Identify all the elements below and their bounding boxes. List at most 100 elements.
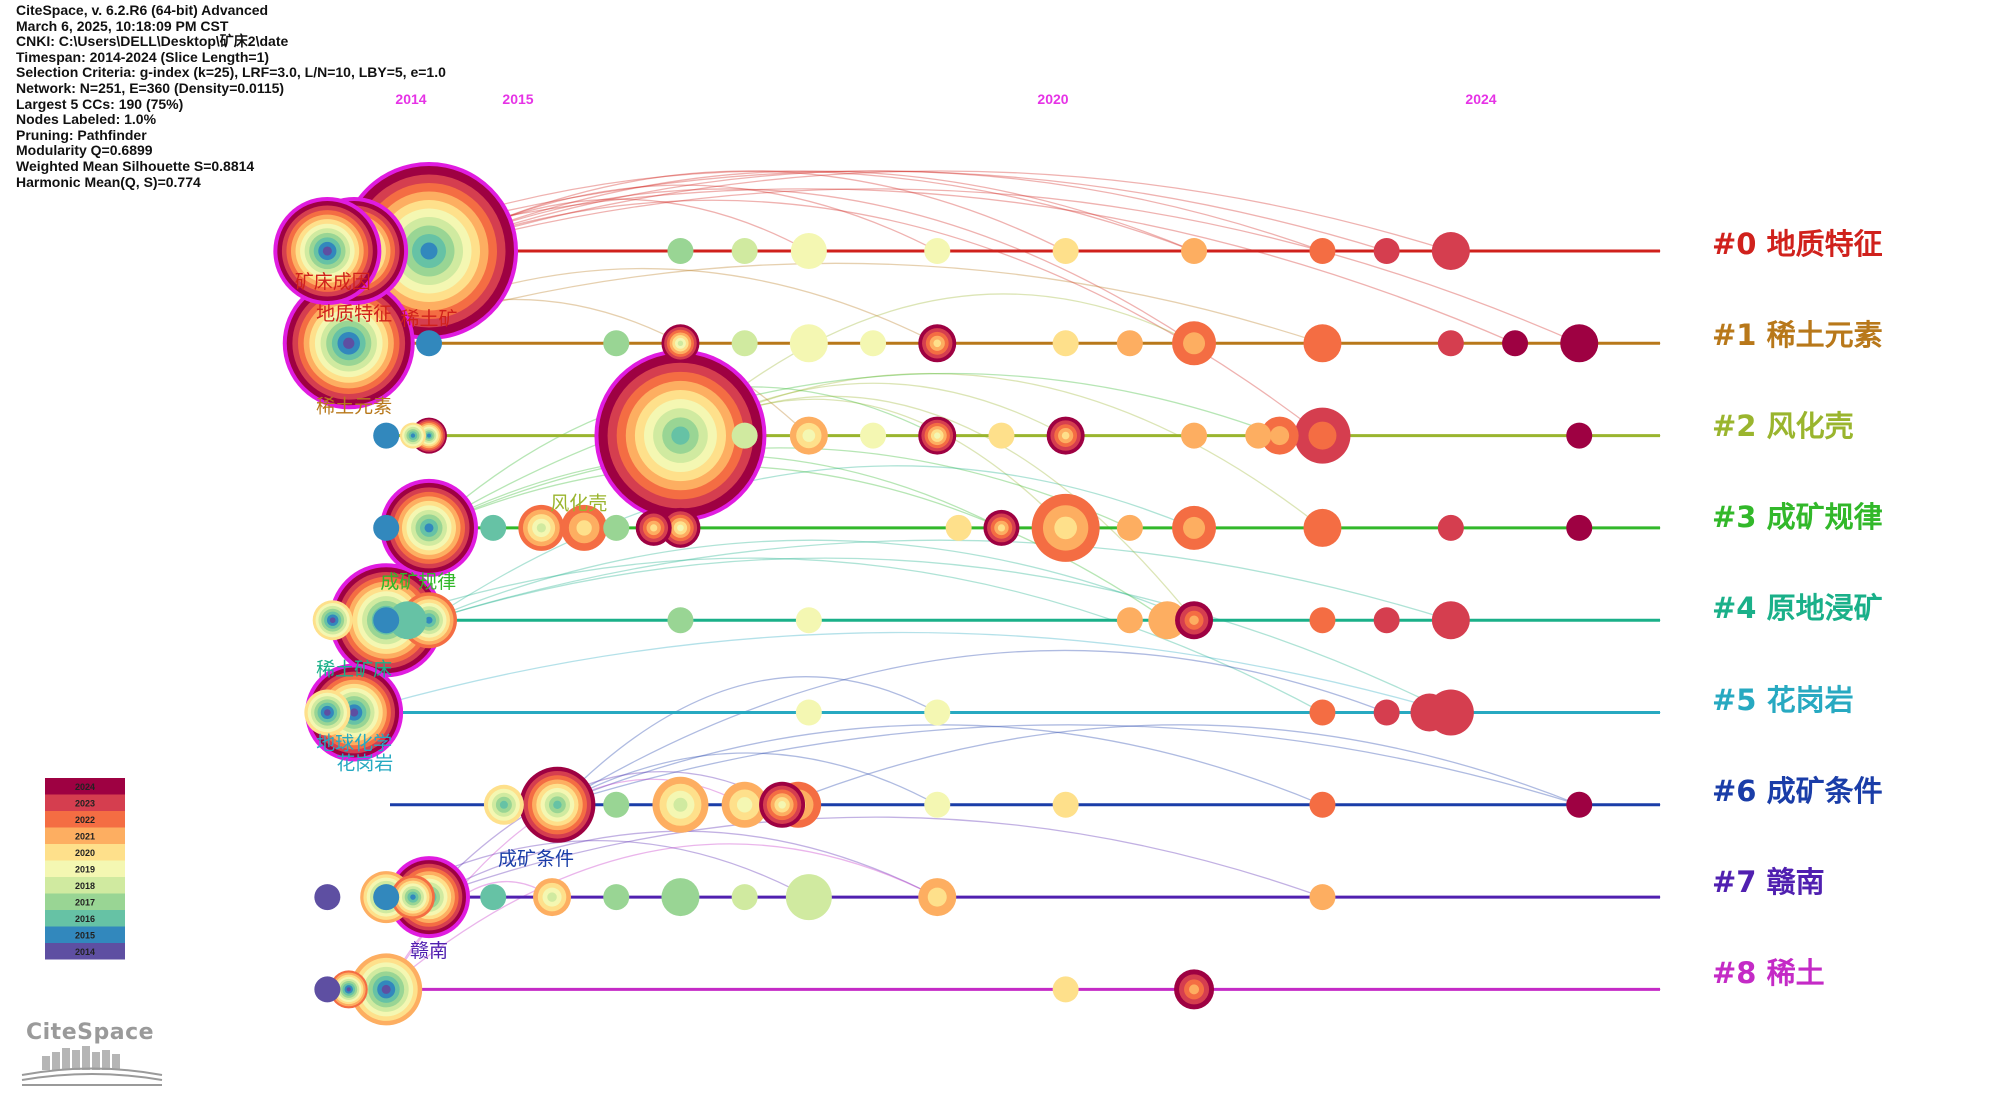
keyword-node[interactable] (924, 238, 951, 264)
keyword-node[interactable] (924, 791, 951, 818)
keyword-node[interactable] (480, 514, 507, 541)
keyword-node[interactable] (416, 330, 442, 357)
cluster-label-8[interactable]: #8 稀土 (1712, 950, 1825, 992)
keyword-node[interactable] (924, 699, 951, 726)
keyword-node[interactable] (759, 781, 806, 828)
keyword-node[interactable] (1175, 601, 1214, 640)
keyword-node[interactable] (1373, 699, 1400, 726)
keyword-node[interactable] (1172, 321, 1217, 366)
keyword-node[interactable] (1116, 607, 1143, 634)
keyword-node[interactable] (789, 324, 828, 363)
keyword-node[interactable] (983, 509, 1020, 546)
keyword-node[interactable] (785, 874, 832, 921)
keyword-node[interactable] (1431, 601, 1470, 640)
keyword-node[interactable] (1181, 422, 1208, 449)
keyword-node[interactable] (731, 238, 758, 264)
keyword-node[interactable] (667, 238, 694, 264)
keyword-node[interactable] (1148, 601, 1187, 640)
keyword-node[interactable] (1566, 514, 1593, 541)
keyword-node[interactable] (518, 504, 565, 551)
keyword-node[interactable] (1373, 238, 1400, 264)
keyword-node[interactable] (731, 884, 758, 911)
keyword-node[interactable] (661, 324, 700, 363)
keyword-node[interactable] (329, 970, 368, 1009)
keyword-node[interactable] (1245, 422, 1272, 449)
keyword-node[interactable] (652, 776, 709, 833)
keyword-node[interactable] (603, 884, 630, 911)
keyword-node[interactable] (1309, 238, 1336, 264)
keyword-node[interactable] (1566, 791, 1593, 818)
keyword-node[interactable] (860, 422, 887, 449)
keyword-node[interactable] (731, 330, 758, 357)
keyword-node[interactable] (795, 699, 822, 726)
keyword-node[interactable] (1410, 693, 1449, 732)
cluster-label-1[interactable]: #1 稀土元素 (1712, 312, 1883, 354)
keyword-node[interactable] (603, 791, 630, 818)
keyword-node[interactable] (918, 878, 957, 917)
keyword-node[interactable] (380, 478, 478, 577)
cluster-label-5[interactable]: #5 花岗岩 (1712, 677, 1854, 719)
keyword-node[interactable] (533, 878, 572, 917)
keyword-node[interactable] (373, 607, 400, 634)
keyword-node[interactable] (1303, 508, 1342, 547)
cluster-label-3[interactable]: #3 成矿规律 (1712, 494, 1883, 536)
keyword-node[interactable] (282, 277, 415, 410)
keyword-node[interactable] (1309, 791, 1336, 818)
keyword-node[interactable] (1309, 607, 1336, 634)
keyword-node[interactable] (1309, 884, 1336, 911)
keyword-node[interactable] (1560, 324, 1599, 363)
keyword-node[interactable] (1181, 238, 1208, 264)
keyword-node[interactable] (480, 884, 507, 911)
keyword-node[interactable] (1052, 976, 1079, 1003)
keyword-node[interactable] (1052, 238, 1079, 264)
keyword-node[interactable] (1260, 416, 1299, 455)
keyword-node[interactable] (1174, 969, 1215, 1010)
keyword-node[interactable] (603, 330, 630, 357)
keyword-node[interactable] (1437, 514, 1464, 541)
keyword-node[interactable] (1116, 330, 1143, 357)
keyword-node[interactable] (483, 784, 524, 825)
keyword-node[interactable] (373, 884, 400, 911)
keyword-node[interactable] (795, 607, 822, 634)
keyword-node[interactable] (661, 878, 700, 917)
keyword-node[interactable] (594, 349, 767, 522)
keyword-node[interactable] (1172, 505, 1217, 550)
keyword-node[interactable] (304, 689, 351, 736)
keyword-node[interactable] (660, 507, 701, 548)
keyword-node[interactable] (918, 324, 957, 363)
keyword-node[interactable] (667, 607, 694, 634)
keyword-node[interactable] (1502, 330, 1529, 357)
keyword-node[interactable] (273, 197, 382, 305)
keyword-node[interactable] (1116, 514, 1143, 541)
keyword-node[interactable] (945, 514, 972, 541)
keyword-node[interactable] (1052, 791, 1079, 818)
keyword-node[interactable] (388, 601, 427, 640)
keyword-node[interactable] (790, 233, 827, 269)
cluster-label-6[interactable]: #6 成矿条件 (1712, 768, 1883, 810)
cluster-label-0[interactable]: #0 地质特征 (1712, 221, 1883, 263)
keyword-node[interactable] (1309, 699, 1336, 726)
keyword-node[interactable] (731, 422, 758, 449)
keyword-node[interactable] (561, 504, 608, 551)
keyword-node[interactable] (373, 422, 400, 449)
keyword-node[interactable] (1046, 416, 1085, 455)
keyword-node[interactable] (1373, 607, 1400, 634)
cluster-label-4[interactable]: #4 原地浸矿 (1712, 585, 1883, 627)
keyword-node[interactable] (1031, 493, 1100, 562)
keyword-node[interactable] (399, 422, 426, 449)
keyword-node[interactable] (918, 416, 957, 455)
keyword-node[interactable] (603, 514, 630, 541)
keyword-node[interactable] (314, 884, 341, 911)
keyword-node[interactable] (1052, 330, 1079, 357)
keyword-node[interactable] (373, 514, 400, 541)
keyword-node[interactable] (988, 422, 1015, 449)
keyword-node[interactable] (1437, 330, 1464, 357)
keyword-node[interactable] (390, 875, 435, 920)
keyword-node[interactable] (314, 976, 341, 1003)
keyword-node[interactable] (721, 781, 768, 828)
cluster-label-2[interactable]: #2 风化壳 (1712, 403, 1854, 445)
keyword-node[interactable] (789, 416, 828, 455)
keyword-node[interactable] (1566, 422, 1593, 449)
keyword-node[interactable] (635, 509, 672, 546)
